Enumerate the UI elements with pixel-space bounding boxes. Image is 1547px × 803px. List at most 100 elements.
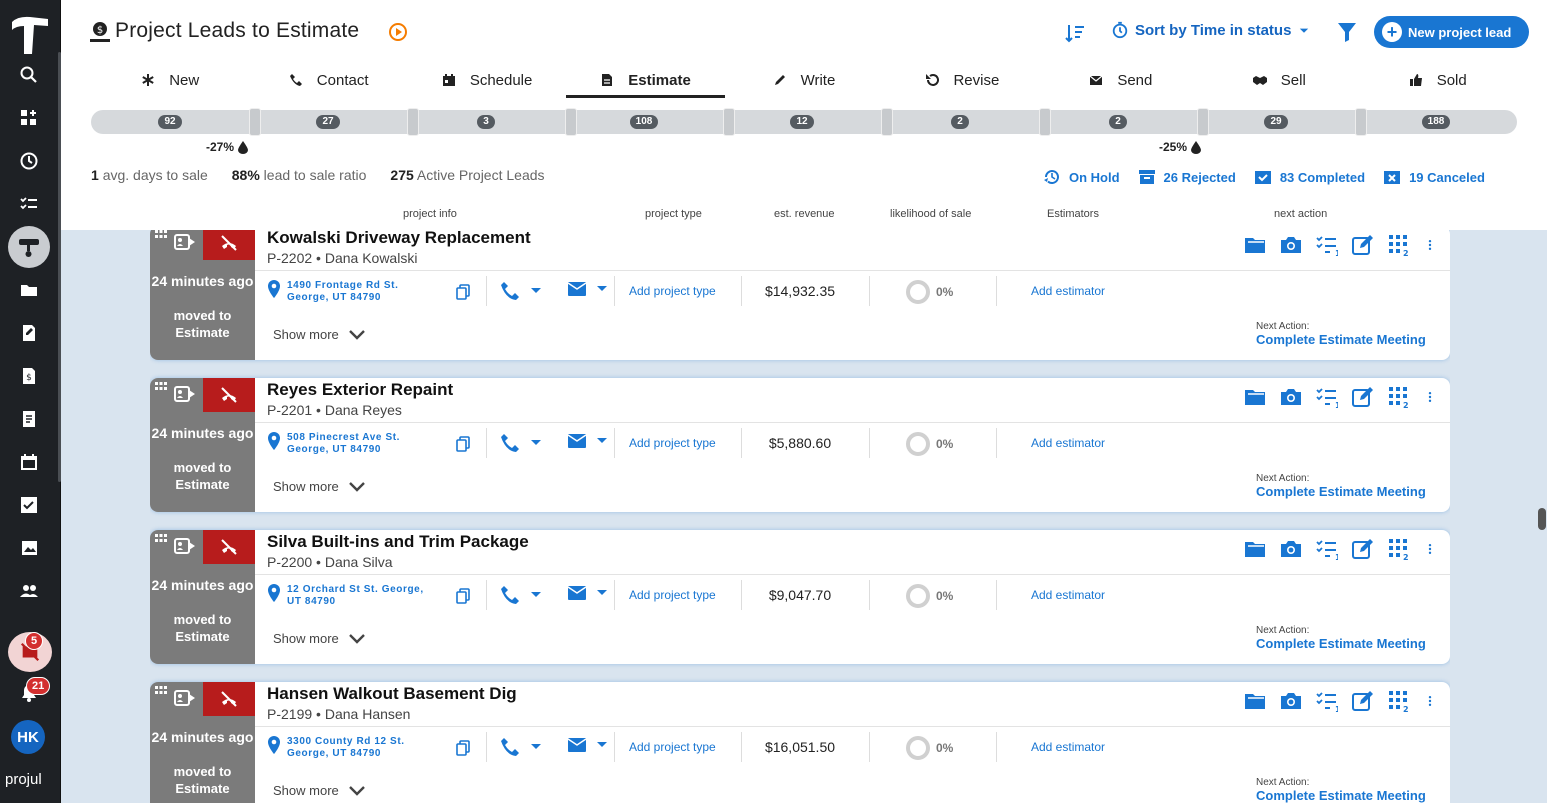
dashboard-add-icon[interactable] bbox=[14, 103, 44, 133]
tab-sold[interactable]: Sold bbox=[1359, 62, 1517, 98]
add-project-type-link[interactable]: Add project type bbox=[629, 740, 716, 754]
next-action-link[interactable]: Complete Estimate Meeting bbox=[1256, 788, 1426, 803]
add-estimator-link[interactable]: Add estimator bbox=[1031, 588, 1106, 602]
drag-handle-icon[interactable] bbox=[155, 382, 167, 392]
call-dropdown[interactable] bbox=[500, 281, 542, 301]
no-contact-indicator[interactable] bbox=[203, 230, 255, 260]
folder-icon[interactable] bbox=[1244, 234, 1266, 256]
grid-apps-icon[interactable]: 2 bbox=[1388, 234, 1410, 256]
checklist-icon[interactable]: 1 bbox=[1316, 386, 1338, 408]
grid-apps-icon[interactable]: 2 bbox=[1388, 386, 1410, 408]
call-dropdown[interactable] bbox=[500, 737, 542, 757]
folder-icon[interactable] bbox=[1244, 538, 1266, 560]
project-address[interactable]: 508 Pinecrest Ave St. George, UT 84790 bbox=[267, 432, 439, 456]
sidebar-scrollbar[interactable] bbox=[58, 52, 61, 482]
edit-icon[interactable] bbox=[1352, 690, 1374, 712]
receipt-icon[interactable] bbox=[14, 404, 44, 434]
tab-estimate[interactable]: Estimate bbox=[566, 62, 726, 98]
project-title[interactable]: Hansen Walkout Basement Dig bbox=[267, 684, 517, 703]
show-more-toggle[interactable]: Show more bbox=[273, 631, 365, 646]
checklist-icon[interactable] bbox=[14, 189, 44, 219]
avatar[interactable]: HK bbox=[11, 720, 45, 754]
edit-icon[interactable] bbox=[1352, 234, 1374, 256]
camera-icon[interactable] bbox=[1280, 234, 1302, 256]
photos-icon[interactable] bbox=[14, 533, 44, 563]
est-revenue-value[interactable]: $5,880.60 bbox=[768, 435, 832, 451]
drag-handle-icon[interactable] bbox=[155, 534, 167, 544]
checklist-icon[interactable]: 1 bbox=[1316, 690, 1338, 712]
est-revenue-value[interactable]: $16,051.50 bbox=[764, 739, 836, 755]
folder-icon[interactable] bbox=[14, 275, 44, 305]
add-estimator-link[interactable]: Add estimator bbox=[1031, 436, 1106, 450]
no-contact-indicator[interactable] bbox=[203, 682, 255, 716]
add-project-type-link[interactable]: Add project type bbox=[629, 436, 716, 450]
next-action-link[interactable]: Complete Estimate Meeting bbox=[1256, 332, 1426, 347]
more-vertical-icon[interactable] bbox=[1424, 386, 1436, 408]
team-icon[interactable] bbox=[14, 576, 44, 606]
tab-sell[interactable]: Sell bbox=[1200, 62, 1358, 98]
est-revenue-value[interactable]: $14,932.35 bbox=[764, 283, 836, 299]
project-address[interactable]: 12 Orchard St St. George, UT 84790 bbox=[267, 584, 439, 608]
edit-icon[interactable] bbox=[1352, 386, 1374, 408]
email-dropdown[interactable] bbox=[568, 434, 608, 448]
grid-apps-icon[interactable]: 2 bbox=[1388, 690, 1410, 712]
show-more-toggle[interactable]: Show more bbox=[273, 327, 365, 342]
new-project-lead-button[interactable]: + New project lead bbox=[1374, 16, 1529, 48]
checklist-icon[interactable]: 1 bbox=[1316, 538, 1338, 560]
camera-icon[interactable] bbox=[1280, 690, 1302, 712]
add-project-type-link[interactable]: Add project type bbox=[629, 588, 716, 602]
contact-card-icon[interactable] bbox=[174, 538, 196, 554]
calendar-icon[interactable] bbox=[14, 447, 44, 477]
tab-send[interactable]: Send bbox=[1042, 62, 1200, 98]
invoice-icon[interactable]: $ bbox=[14, 361, 44, 391]
on-hold-link[interactable]: On Hold bbox=[1043, 168, 1120, 186]
filter-icon[interactable] bbox=[1337, 21, 1357, 43]
tab-contact[interactable]: Contact bbox=[249, 62, 407, 98]
copy-icon[interactable] bbox=[456, 588, 470, 604]
show-more-toggle[interactable]: Show more bbox=[273, 479, 365, 494]
more-vertical-icon[interactable] bbox=[1424, 234, 1436, 256]
copy-icon[interactable] bbox=[456, 740, 470, 756]
task-icon[interactable] bbox=[14, 490, 44, 520]
add-project-type-link[interactable]: Add project type bbox=[629, 284, 716, 298]
camera-icon[interactable] bbox=[1280, 538, 1302, 560]
folder-icon[interactable] bbox=[1244, 690, 1266, 712]
projul-logo-icon[interactable] bbox=[8, 14, 52, 56]
drag-handle-icon[interactable] bbox=[155, 230, 167, 240]
project-title[interactable]: Silva Built-ins and Trim Package bbox=[267, 532, 529, 551]
sort-direction-icon[interactable] bbox=[1064, 22, 1086, 44]
tab-schedule[interactable]: Schedule bbox=[408, 62, 566, 98]
tab-new[interactable]: New bbox=[91, 62, 249, 98]
est-revenue-value[interactable]: $9,047.70 bbox=[768, 587, 832, 603]
rejected-link[interactable]: 26 Rejected bbox=[1138, 168, 1236, 186]
add-estimator-link[interactable]: Add estimator bbox=[1031, 284, 1106, 298]
email-dropdown[interactable] bbox=[568, 586, 608, 600]
email-dropdown[interactable] bbox=[568, 738, 608, 752]
email-dropdown[interactable] bbox=[568, 282, 608, 296]
call-dropdown[interactable] bbox=[500, 433, 542, 453]
add-estimator-link[interactable]: Add estimator bbox=[1031, 740, 1106, 754]
drag-handle-icon[interactable] bbox=[155, 686, 167, 696]
canceled-link[interactable]: 19 Canceled bbox=[1383, 168, 1485, 186]
show-more-toggle[interactable]: Show more bbox=[273, 783, 365, 798]
folder-icon[interactable] bbox=[1244, 386, 1266, 408]
likelihood-of-sale[interactable]: 0% bbox=[906, 584, 953, 608]
project-title[interactable]: Reyes Exterior Repaint bbox=[267, 380, 454, 399]
lead-card[interactable]: 24 minutes ago moved to Estimate Silva B… bbox=[150, 530, 1450, 664]
checklist-icon[interactable]: 1 bbox=[1316, 234, 1338, 256]
document-edit-icon[interactable] bbox=[14, 318, 44, 348]
project-leads-icon[interactable] bbox=[8, 226, 50, 268]
page-scrollbar[interactable] bbox=[1538, 508, 1546, 530]
no-contact-indicator[interactable] bbox=[203, 530, 255, 564]
call-dropdown[interactable] bbox=[500, 585, 542, 605]
project-address[interactable]: 3300 County Rd 12 St. George, UT 84790 bbox=[267, 736, 439, 760]
edit-icon[interactable] bbox=[1352, 538, 1374, 560]
sort-select[interactable]: Sort by Time in status bbox=[1111, 21, 1311, 39]
no-alert-icon[interactable]: 5 bbox=[8, 632, 52, 672]
likelihood-of-sale[interactable]: 0% bbox=[906, 432, 953, 456]
tab-write[interactable]: Write bbox=[725, 62, 883, 98]
next-action-link[interactable]: Complete Estimate Meeting bbox=[1256, 636, 1426, 651]
contact-card-icon[interactable] bbox=[174, 386, 196, 402]
more-vertical-icon[interactable] bbox=[1424, 690, 1436, 712]
more-vertical-icon[interactable] bbox=[1424, 538, 1436, 560]
